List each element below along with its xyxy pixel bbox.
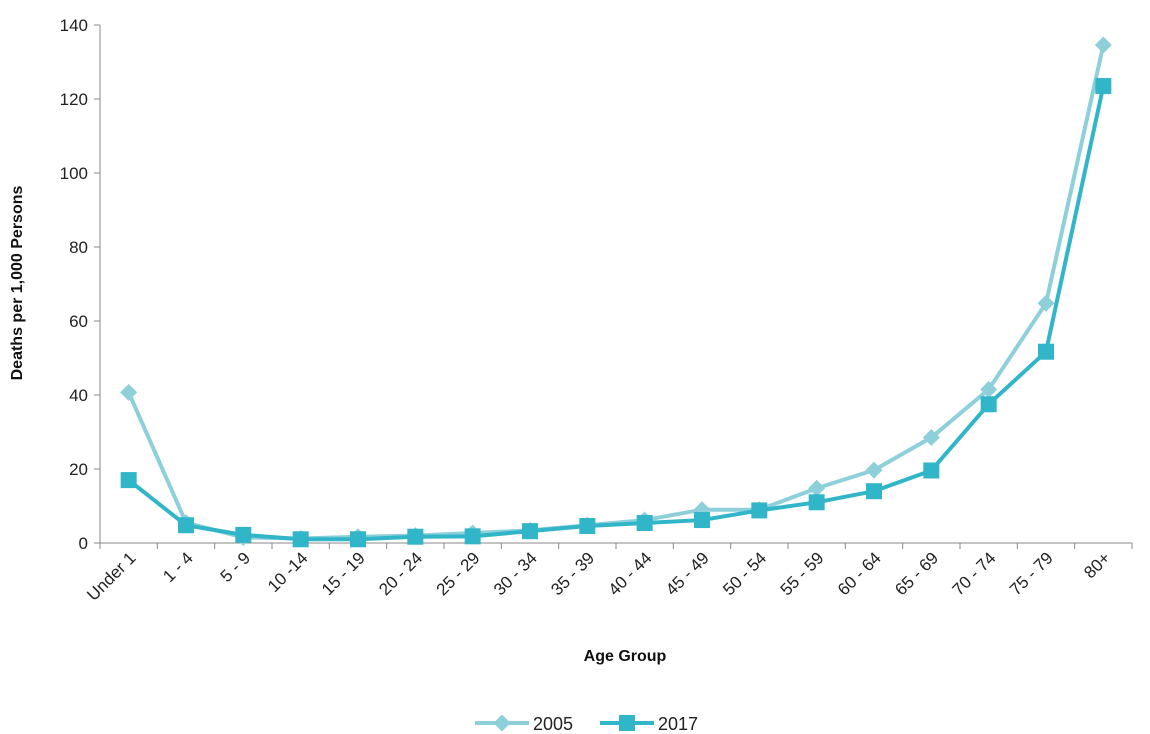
y-tick-label: 100	[60, 164, 88, 183]
legend-marker	[619, 715, 635, 731]
x-axis-title: Age Group	[584, 648, 667, 665]
x-tick-label: 65 - 69	[891, 548, 942, 599]
series-layer	[120, 36, 1112, 548]
data-point-2017	[751, 502, 768, 519]
y-tick-label: 0	[79, 534, 88, 553]
y-axis-ticks: 0 20 40 60 80 100 120 140	[60, 16, 100, 553]
data-point-2017	[120, 472, 137, 489]
x-tick-label: Under 1	[83, 548, 139, 604]
y-tick-label: 80	[69, 238, 88, 257]
x-tick-label: 30 - 34	[490, 548, 541, 599]
data-point-2017	[292, 531, 309, 548]
y-tick-label: 60	[69, 312, 88, 331]
series-2017	[120, 78, 1112, 548]
series-line-2017	[127, 85, 1106, 542]
x-tick-label: 35 - 39	[547, 548, 598, 599]
legend-label: 2017	[658, 714, 698, 734]
data-point-2017	[636, 515, 653, 532]
x-tick-label: 60 - 64	[834, 548, 885, 599]
x-tick-label: 15 - 19	[318, 548, 369, 599]
data-point-2017	[1038, 343, 1054, 360]
data-point-2005	[865, 461, 883, 479]
x-tick-label: 45 - 49	[662, 548, 713, 599]
series-2005	[120, 36, 1112, 548]
data-point-2017	[1095, 78, 1112, 95]
legend-item-2005: 2005	[475, 714, 573, 734]
data-point-2017	[694, 512, 710, 529]
y-axis-title: Deaths per 1,000 Persons	[9, 186, 26, 381]
data-point-2017	[464, 528, 481, 545]
data-point-2005	[120, 383, 138, 401]
data-point-2017	[923, 462, 940, 479]
y-tick-label: 40	[69, 386, 88, 405]
data-point-2017	[808, 494, 825, 511]
data-point-2017	[980, 396, 997, 413]
x-tick-label: 5 - 9	[217, 548, 254, 585]
x-tick-label: 70 - 74	[949, 548, 1000, 599]
x-tick-label: 55 - 59	[777, 548, 828, 599]
data-point-2005	[980, 380, 998, 398]
data-point-2017	[866, 483, 882, 500]
data-point-2017	[350, 531, 366, 548]
legend: 2005 2017	[475, 714, 698, 734]
x-tick-label: 10 -14	[264, 548, 312, 596]
series-line-2005	[126, 44, 1106, 541]
x-tick-label: 80+	[1080, 548, 1114, 582]
data-point-2005	[1037, 294, 1055, 312]
y-tick-label: 20	[69, 460, 88, 479]
x-tick-label: 1 - 4	[159, 548, 196, 585]
data-point-2017	[579, 517, 596, 534]
data-point-2005	[808, 479, 826, 497]
legend-marker	[493, 714, 511, 732]
legend-item-2017: 2017	[600, 714, 698, 734]
x-axis-ticks: Under 1 1 - 4 5 - 9 10 -14 15 - 19 20 - 24 25 …	[83, 543, 1133, 605]
y-tick-label: 140	[60, 16, 88, 35]
x-tick-label: 75 - 79	[1006, 548, 1057, 599]
data-point-2017	[235, 526, 252, 543]
legend-label: 2005	[533, 714, 573, 734]
data-point-2005	[1094, 36, 1112, 54]
data-point-2017	[407, 528, 424, 545]
axes	[99, 25, 1132, 544]
data-point-2017	[522, 523, 538, 540]
x-tick-label: 40 - 44	[605, 548, 656, 599]
y-tick-label: 120	[60, 90, 88, 109]
x-tick-label: 25 - 29	[433, 548, 484, 599]
x-tick-label: 20 - 24	[375, 548, 426, 599]
x-tick-label: 50 - 54	[719, 548, 770, 599]
data-point-2005	[922, 429, 940, 447]
data-point-2017	[178, 517, 194, 534]
